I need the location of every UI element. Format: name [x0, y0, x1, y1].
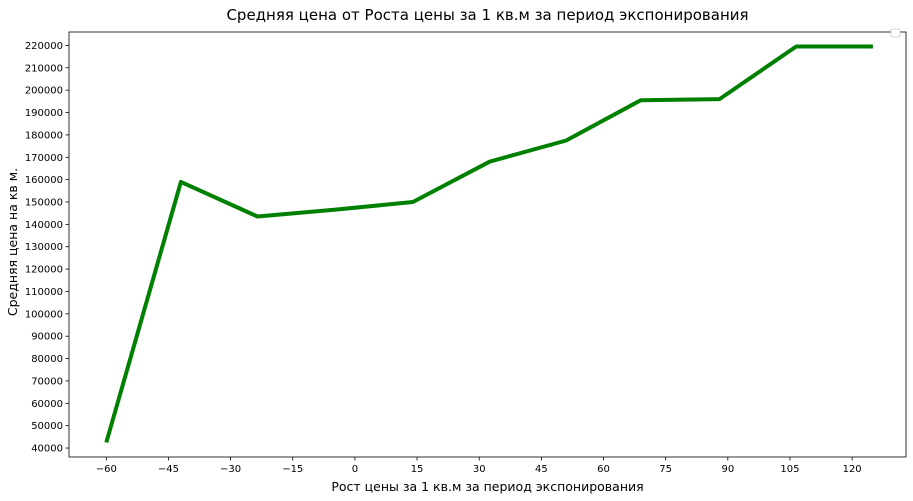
- y-tick-label: 190000: [25, 108, 63, 119]
- legend: [890, 28, 901, 38]
- x-tick-label: 60: [597, 464, 610, 475]
- x-tick-label: 75: [659, 464, 672, 475]
- x-tick-label: 90: [721, 464, 734, 475]
- y-tick-label: 60000: [31, 399, 63, 410]
- y-tick-label: 130000: [25, 242, 63, 253]
- series-layer: [104, 44, 873, 444]
- x-tick-label: 105: [780, 464, 799, 475]
- y-tick-label: 180000: [25, 130, 63, 141]
- x-tick-label: −30: [220, 464, 241, 475]
- y-tick-label: 220000: [25, 41, 63, 52]
- plot-area: [68, 31, 907, 458]
- y-tick-label: 70000: [31, 376, 63, 387]
- x-tick-label: 0: [352, 464, 358, 475]
- y-axis-label: Средняя цена на кв м.: [5, 168, 20, 316]
- y-tick-label: 40000: [31, 444, 63, 455]
- x-tick-label: −60: [96, 464, 117, 475]
- x-axis-ticks: −60 −45 −30 −15 0 15 30 45 60 75 90 105 120: [96, 457, 862, 475]
- y-tick-label: 100000: [25, 309, 63, 320]
- y-tick-label: 170000: [25, 153, 63, 164]
- y-tick-label: 200000: [25, 86, 63, 97]
- y-tick-label: 140000: [25, 220, 63, 231]
- series-line: [104, 44, 873, 444]
- x-tick-label: 45: [535, 464, 548, 475]
- y-tick-label: 110000: [25, 287, 63, 298]
- y-tick-label: 50000: [31, 421, 63, 432]
- y-tick-label: 90000: [31, 332, 63, 343]
- y-tick-label: 210000: [25, 63, 63, 74]
- chart-title: Средняя цена от Роста цены за 1 кв.м за …: [226, 6, 748, 24]
- y-axis-ticks: 40000 50000 60000 70000 80000 90000 100000 1100…: [25, 41, 69, 455]
- y-tick-label: 160000: [25, 175, 63, 186]
- y-tick-label: 80000: [31, 354, 63, 365]
- x-tick-label: −45: [158, 464, 179, 475]
- y-tick-label: 150000: [25, 198, 63, 209]
- x-tick-label: 30: [473, 464, 486, 475]
- x-tick-label: 15: [411, 464, 424, 475]
- x-axis-label: Рост цены за 1 кв.м за период экспониров…: [331, 479, 643, 494]
- x-tick-label: −15: [282, 464, 303, 475]
- y-tick-label: 120000: [25, 265, 63, 276]
- x-tick-label: 120: [843, 464, 862, 475]
